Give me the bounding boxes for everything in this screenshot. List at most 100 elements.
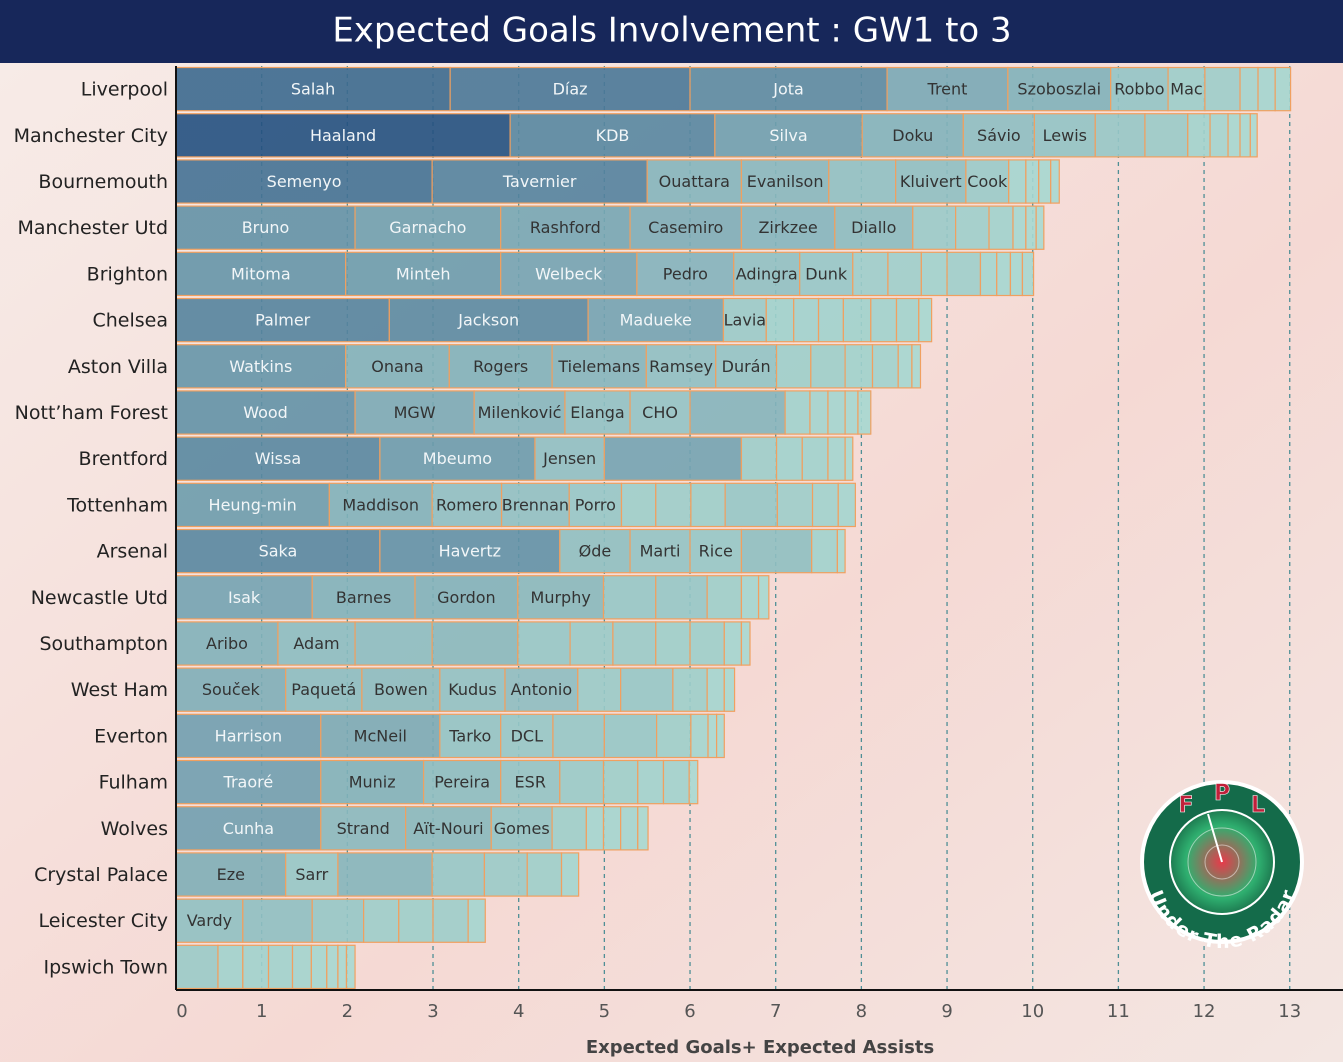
team-label: Manchester Utd bbox=[17, 217, 168, 239]
player-label: Wissa bbox=[255, 449, 301, 468]
bar-segment bbox=[361, 667, 441, 712]
bar-segment bbox=[603, 713, 658, 759]
bar-segment bbox=[871, 344, 899, 389]
bar-segment bbox=[500, 759, 561, 805]
bar-segment bbox=[811, 482, 839, 528]
bar-segment bbox=[449, 66, 691, 112]
bar-segment bbox=[834, 205, 914, 250]
team-label: Bournemouth bbox=[38, 171, 168, 193]
player-label: McNeil bbox=[354, 726, 407, 745]
bar-segment bbox=[637, 759, 665, 805]
logo-letter: L bbox=[1251, 793, 1265, 818]
team-label: Aston Villa bbox=[68, 356, 168, 378]
bar-segment bbox=[1012, 205, 1027, 250]
logo-sweep bbox=[1207, 813, 1223, 863]
x-tick-label: 6 bbox=[684, 1001, 695, 1022]
bar-segment bbox=[1021, 251, 1035, 297]
bar-segment bbox=[714, 113, 863, 158]
player-label: Jackson bbox=[457, 311, 519, 330]
bar-segment bbox=[560, 852, 580, 897]
title-bar bbox=[0, 0, 1343, 63]
bar-segment bbox=[810, 344, 846, 389]
x-tick-label: 3 bbox=[427, 1001, 438, 1022]
bar-segment bbox=[1025, 205, 1037, 250]
x-tick-label: 2 bbox=[342, 1001, 353, 1022]
bar-segment bbox=[1038, 159, 1052, 204]
bar-segment bbox=[920, 251, 948, 297]
bar-segment bbox=[242, 944, 270, 990]
bar-segment bbox=[267, 944, 294, 990]
bar-segment bbox=[602, 806, 622, 851]
bar-segment bbox=[602, 575, 657, 620]
bar-segment bbox=[672, 667, 708, 712]
x-tick-label: 8 bbox=[856, 1001, 867, 1022]
bar-segment bbox=[620, 667, 674, 712]
bar-segment bbox=[175, 436, 381, 481]
x-tick-label: 11 bbox=[1107, 1001, 1130, 1022]
bar-segment bbox=[431, 159, 648, 204]
bar-segment bbox=[636, 251, 735, 297]
bar-segment bbox=[559, 759, 605, 805]
bar-segment bbox=[175, 944, 219, 990]
player-label: Minteh bbox=[396, 264, 451, 283]
bar-segment bbox=[311, 575, 416, 620]
player-label: Haaland bbox=[310, 126, 376, 145]
team-label: Chelsea bbox=[92, 310, 168, 332]
team-label: Arsenal bbox=[97, 541, 168, 563]
bar-segment bbox=[1033, 113, 1096, 158]
bar-segment bbox=[1007, 66, 1112, 112]
x-axis-title: Expected Goals+ Expected Assists bbox=[586, 1037, 934, 1058]
bar-segment bbox=[473, 390, 566, 435]
player-label: Cunha bbox=[223, 819, 274, 838]
team-label: Southampton bbox=[39, 633, 168, 655]
bar-segment bbox=[793, 297, 820, 343]
bar-segment bbox=[895, 297, 920, 343]
player-label: Heung-min bbox=[209, 495, 297, 514]
bar-segment bbox=[175, 344, 347, 389]
x-tick-label: 7 bbox=[770, 1001, 781, 1022]
player-label: Traoré bbox=[223, 773, 274, 792]
bar-segment bbox=[799, 251, 854, 297]
bar-segment bbox=[526, 852, 563, 897]
bar-segment bbox=[1187, 113, 1211, 158]
x-tick-label: 10 bbox=[1021, 1001, 1044, 1022]
bar-segment bbox=[345, 344, 450, 389]
player-label: Trent bbox=[927, 80, 968, 99]
bar-segment bbox=[996, 251, 1012, 297]
player-label: Milenković bbox=[478, 403, 562, 422]
bar-segment bbox=[837, 482, 856, 528]
team-label: Newcastle Utd bbox=[31, 587, 168, 609]
bar-segment bbox=[897, 344, 913, 389]
bar-segment bbox=[175, 390, 356, 435]
bar-segment bbox=[733, 251, 801, 297]
bar-segment bbox=[551, 806, 587, 851]
bar-segment bbox=[354, 621, 433, 666]
bar-segment bbox=[844, 344, 874, 389]
bar-segment bbox=[432, 898, 469, 943]
team-label: West Ham bbox=[71, 679, 168, 701]
bar-segment bbox=[706, 667, 725, 712]
bar-segment bbox=[422, 759, 502, 805]
bar-segment bbox=[175, 482, 330, 528]
bar-segment bbox=[414, 575, 519, 620]
bar-segment bbox=[723, 621, 743, 666]
player-label: Diallo bbox=[851, 218, 896, 237]
bar-segment bbox=[724, 482, 779, 528]
team-label: Brentford bbox=[79, 448, 168, 470]
bar-segment bbox=[587, 297, 725, 343]
player-label: Maddison bbox=[342, 495, 419, 514]
player-label: ESR bbox=[515, 773, 546, 792]
player-label: Rogers bbox=[473, 357, 528, 376]
chart-title: Expected Goals Involvement : GW1 to 3 bbox=[332, 11, 1011, 51]
bar-segment bbox=[603, 436, 743, 481]
player-label: Strand bbox=[337, 819, 390, 838]
team-label: Tottenham bbox=[66, 494, 168, 516]
bar-segment bbox=[1274, 66, 1292, 112]
player-label: Adingra bbox=[736, 264, 798, 283]
bar-segment bbox=[175, 159, 433, 204]
bar-segment bbox=[431, 621, 519, 666]
bar-segment bbox=[911, 344, 922, 389]
bar-segment bbox=[1009, 251, 1024, 297]
x-tick-label: 9 bbox=[941, 1001, 952, 1022]
